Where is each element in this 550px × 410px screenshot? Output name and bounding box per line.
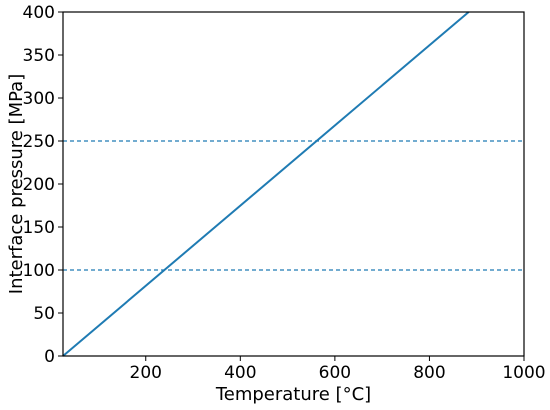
y-tick-label: 0 — [44, 347, 55, 367]
y-tick-label: 200 — [23, 175, 55, 195]
y-axis-label: Interface pressure [MPa] — [6, 74, 27, 294]
y-tick-label: 350 — [23, 46, 55, 66]
y-tick-label: 100 — [23, 261, 55, 281]
x-tick-label: 200 — [130, 363, 162, 383]
x-axis-label: Temperature [°C] — [215, 384, 371, 405]
x-tick-label: 800 — [413, 363, 445, 383]
x-tick-label: 400 — [224, 363, 256, 383]
y-tick-label: 400 — [23, 3, 55, 23]
y-tick-label: 300 — [23, 89, 55, 109]
plot-marks — [62, 11, 524, 357]
x-tick-label: 600 — [319, 363, 351, 383]
x-tick-label: 1000 — [502, 363, 545, 383]
series-line-0 — [62, 11, 470, 357]
axis-ticks: 200 400 600 800 1000 0 50 100 150 200 250 300 350 400 — [23, 3, 546, 383]
y-tick-label: 150 — [23, 218, 55, 238]
plot-frame — [62, 11, 525, 357]
y-tick-label: 50 — [33, 304, 55, 324]
y-tick-label: 250 — [23, 132, 55, 152]
